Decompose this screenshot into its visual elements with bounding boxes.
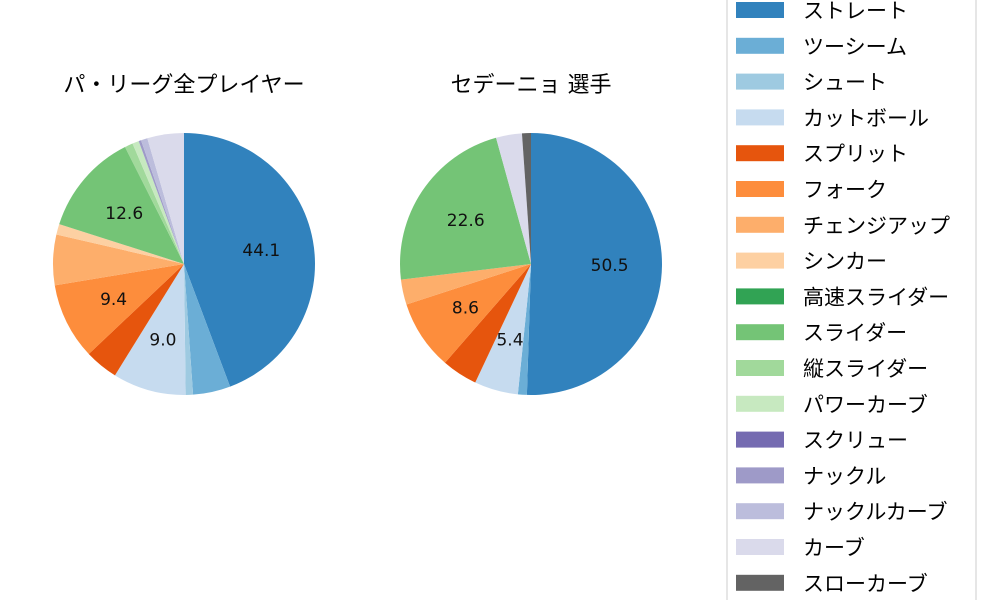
pie-slice [125, 143, 184, 264]
legend-swatch [736, 2, 784, 18]
legend-label: シンカー [803, 250, 887, 274]
pie-chart-player: セデーニョ 選手 50.5 5.4 8.6 22.6 [399, 73, 662, 395]
pie-chart-league: パ・リーグ全プレイヤー 44.1 9.0 9.4 12.6 [52, 73, 315, 395]
legend-swatch [736, 145, 784, 162]
legend-swatch [736, 503, 784, 520]
legend-swatch [736, 37, 784, 54]
legend-label: ナックル [803, 464, 886, 488]
pie-slice [526, 133, 662, 395]
pie-slices [52, 133, 315, 395]
legend-swatch [736, 467, 784, 484]
pie-slice [54, 264, 184, 354]
legend: ストレートツーシームシュートカットボールスプリットフォークチェンジアップシンカー… [726, 0, 977, 600]
pie-slice [406, 264, 531, 363]
legend-swatch [736, 360, 784, 376]
legend-label: ツーシーム [803, 35, 907, 59]
slice-data-label: 44.1 [242, 241, 280, 261]
legend-swatch [736, 109, 784, 126]
slice-data-label: 12.6 [105, 204, 143, 224]
legend-swatch [736, 395, 784, 412]
legend-label: スプリット [803, 142, 908, 166]
legend-swatch [736, 181, 784, 197]
legend-label: ナックルカーブ [803, 500, 947, 524]
legend-label: カーブ [803, 536, 865, 560]
legend-label: スライダー [803, 321, 907, 345]
pie-slice [141, 138, 184, 264]
pie-slice [138, 140, 184, 264]
pie-slice [52, 234, 184, 286]
pie-slice [88, 264, 184, 376]
legend-swatch [736, 73, 784, 90]
legend-label: スローカーブ [803, 572, 928, 596]
pie-data-labels: 44.1 9.0 9.4 12.6 [100, 204, 280, 351]
pie-slices [399, 133, 662, 395]
pie-slice [56, 224, 184, 264]
pie-slice [184, 264, 231, 395]
pie-slice [59, 147, 184, 264]
chart-title: セデーニョ 選手 [451, 73, 612, 98]
legend-items: ストレートツーシームシュートカットボールスプリットフォークチェンジアップシンカー… [736, 0, 950, 596]
pie-slice [400, 264, 531, 305]
legend-label: フォーク [803, 178, 887, 202]
slice-data-label: 9.0 [149, 331, 176, 351]
pie-data-labels: 50.5 5.4 8.6 22.6 [447, 211, 629, 351]
legend-label: パワーカーブ [803, 393, 928, 417]
legend-swatch [736, 324, 784, 341]
legend-label: ストレート [803, 0, 908, 23]
legend-label: 縦スライダー [803, 357, 928, 381]
pie-slice [114, 264, 186, 395]
legend-label: 高速スライダー [803, 285, 949, 309]
pie-slice [184, 264, 194, 395]
pie-slice [521, 133, 531, 264]
legend-swatch [736, 431, 784, 448]
slice-data-label: 50.5 [591, 256, 629, 276]
legend-swatch [736, 288, 784, 305]
legend-label: シュート [803, 71, 887, 95]
slice-data-label: 8.6 [452, 298, 479, 318]
pie-slice [132, 141, 184, 264]
pie-slice [475, 264, 531, 395]
pie-slice [444, 264, 531, 383]
legend-frame [726, 0, 977, 600]
legend-label: チェンジアップ [803, 214, 950, 238]
slice-data-label: 22.6 [447, 211, 485, 231]
pie-slice [399, 137, 531, 280]
legend-swatch [736, 216, 784, 233]
chart-title: パ・リーグ全プレイヤー [63, 73, 304, 98]
legend-label: スクリュー [803, 429, 908, 453]
pie-slice [184, 133, 315, 387]
legend-swatch [736, 539, 784, 555]
legend-swatch [736, 574, 784, 591]
slice-data-label: 9.4 [100, 290, 127, 310]
slice-data-label: 5.4 [496, 331, 523, 351]
pie-slice [517, 264, 531, 395]
legend-label: カットボール [803, 106, 929, 130]
pie-slice [496, 133, 531, 264]
legend-swatch [736, 252, 784, 269]
pie-slice [147, 133, 184, 264]
